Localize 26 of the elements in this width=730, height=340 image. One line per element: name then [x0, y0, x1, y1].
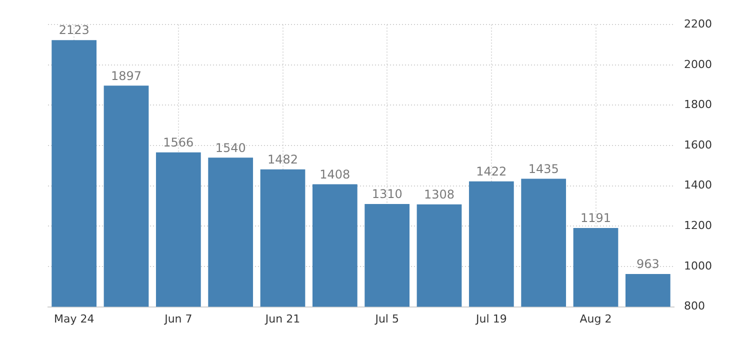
- x-tick-label: Aug 2: [580, 312, 612, 326]
- data-label: 2123: [58, 23, 90, 38]
- data-label: 1310: [372, 187, 402, 202]
- y-tick-label: 2000: [684, 58, 712, 71]
- y-tick-label: 800: [684, 300, 706, 313]
- y-tick-label: 1200: [684, 219, 712, 232]
- x-tick-label: Jul 19: [475, 312, 507, 326]
- data-label: 1482: [267, 152, 298, 166]
- x-tick-label: Jul 5: [374, 312, 399, 326]
- data-label: 1540: [215, 140, 246, 155]
- data-label: 1308: [424, 188, 455, 202]
- x-tick-label: Jun 7: [164, 312, 192, 326]
- y-tick-label: 1400: [684, 178, 712, 192]
- y-tick-label: 1000: [684, 259, 712, 272]
- y-tick-label: 1600: [684, 138, 712, 152]
- data-label: 963: [636, 257, 660, 272]
- x-tick-label: May 24: [54, 312, 94, 326]
- data-label: 1566: [163, 136, 194, 150]
- y-tick-label: 2200: [684, 17, 712, 30]
- data-label: 1897: [110, 68, 142, 83]
- data-label: 1422: [476, 164, 507, 179]
- x-tick-label: Jun 21: [264, 312, 300, 326]
- data-label: 1191: [580, 211, 612, 226]
- data-label: 1408: [320, 167, 350, 182]
- y-tick-label: 1800: [684, 98, 712, 112]
- data-label: 1435: [528, 162, 559, 176]
